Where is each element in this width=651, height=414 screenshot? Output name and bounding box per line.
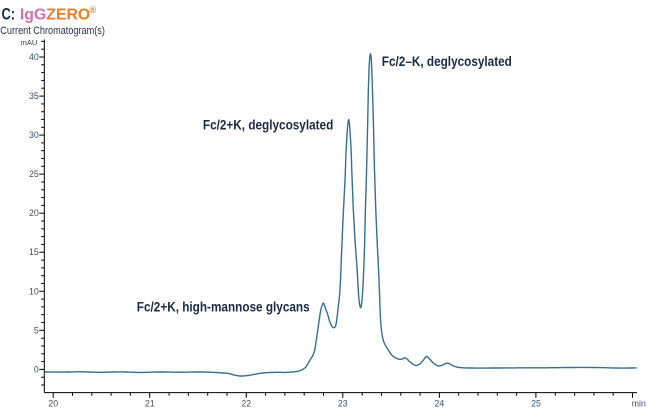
svg-text:®: ®	[90, 5, 97, 15]
svg-text:20: 20	[29, 208, 39, 218]
svg-text:mAU: mAU	[21, 38, 38, 47]
svg-text:24: 24	[435, 398, 445, 408]
svg-text:35: 35	[29, 91, 39, 101]
svg-text:0: 0	[34, 364, 39, 374]
svg-text:Fc/2–K, deglycosylated: Fc/2–K, deglycosylated	[382, 53, 512, 69]
svg-text:15: 15	[29, 247, 39, 257]
svg-text:30: 30	[29, 130, 39, 140]
svg-text:10: 10	[29, 286, 39, 296]
svg-text:5: 5	[34, 325, 39, 335]
svg-text:20: 20	[48, 398, 58, 408]
svg-text:Fc/2+K, high-mannose glycans: Fc/2+K, high-mannose glycans	[137, 298, 310, 314]
svg-text:21: 21	[145, 398, 155, 408]
svg-text:40: 40	[29, 52, 39, 62]
svg-text:25: 25	[531, 398, 541, 408]
svg-text:22: 22	[241, 398, 251, 408]
svg-text:23: 23	[338, 398, 348, 408]
svg-text:IgGZERO: IgGZERO	[20, 7, 90, 24]
svg-text:Current Chromatogram(s): Current Chromatogram(s)	[0, 25, 105, 37]
svg-text:25: 25	[29, 169, 39, 179]
svg-text:Fc/2+K, deglycosylated: Fc/2+K, deglycosylated	[203, 117, 333, 133]
svg-text:C:: C:	[2, 6, 16, 24]
svg-text:min: min	[632, 398, 646, 408]
